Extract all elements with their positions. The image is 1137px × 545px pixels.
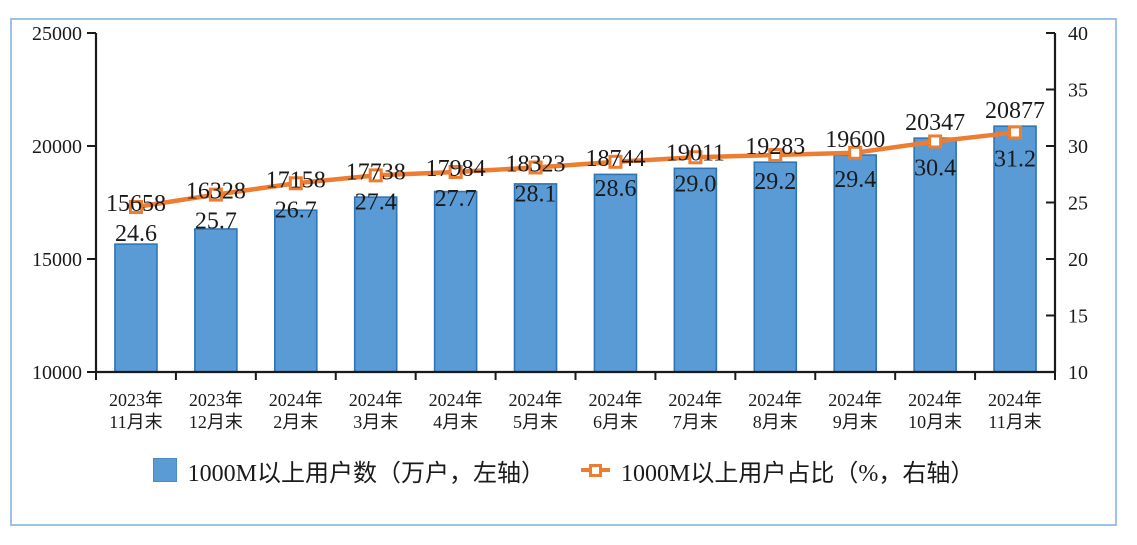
line-pct-label: 28.1 (515, 181, 557, 207)
line-marker (128, 200, 143, 215)
bar-value-label: 17158 (266, 167, 326, 193)
line-pct-label: 31.2 (994, 146, 1036, 172)
line-pct-label: 29.0 (674, 171, 716, 197)
right-axis-tick-label: 20 (1068, 249, 1088, 271)
x-axis-label-line1: 2024年 (269, 390, 323, 410)
line-pct-label: 26.7 (275, 197, 317, 223)
right-axis-tick-label: 40 (1068, 23, 1088, 45)
x-axis-label-line2: 11月末 (109, 412, 162, 432)
line-pct-label: 29.2 (754, 169, 796, 195)
bar-value-label: 15658 (106, 191, 166, 217)
bar (114, 243, 158, 373)
line-pct-label: 30.4 (914, 155, 956, 181)
right-axis-tick-label: 10 (1068, 362, 1088, 384)
left-axis-tick-label: 20000 (32, 136, 82, 158)
right-axis-tick-label: 15 (1068, 306, 1088, 328)
line-marker (448, 164, 463, 179)
line-marker (528, 160, 543, 175)
line-marker (1008, 125, 1023, 140)
bar-value-label: 18744 (585, 146, 645, 172)
legend-item-line-series: 1000M以上用户占比（%，右轴） (581, 453, 974, 488)
bar-value-label: 18323 (506, 151, 566, 177)
line-pct-label: 24.6 (115, 221, 157, 247)
line-marker (288, 176, 303, 191)
bar-value-label: 17984 (426, 156, 486, 182)
x-axis-label-line2: 7月末 (673, 412, 718, 432)
line-pct-label: 27.7 (435, 186, 477, 212)
bar (273, 209, 318, 373)
line-series-path (133, 130, 1018, 210)
bar (593, 173, 638, 373)
x-axis-label-line1: 2024年 (429, 390, 483, 410)
x-axis-label-line2: 6月末 (593, 412, 638, 432)
left-axis-tick-label: 10000 (32, 362, 82, 384)
line-series-swatch-icon (581, 463, 610, 477)
line-marker (208, 187, 223, 202)
x-axis-label-line1: 2023年 (189, 390, 243, 410)
line-pct-label: 27.4 (355, 189, 397, 215)
line-marker (848, 145, 863, 160)
right-axis-tick-label: 35 (1068, 80, 1088, 102)
line-marker (608, 154, 623, 169)
x-axis-label-line2: 11月末 (988, 412, 1041, 432)
bar-series-swatch-icon (152, 458, 177, 482)
bar-value-label: 19011 (666, 140, 725, 166)
bar-value-label: 16328 (186, 179, 246, 205)
bar (513, 183, 558, 373)
bar-value-label: 20347 (905, 110, 965, 136)
x-axis-label-line2: 9月末 (833, 412, 878, 432)
right-axis-tick-label: 25 (1068, 193, 1088, 215)
x-axis-label-line2: 3月末 (353, 412, 398, 432)
left-axis-tick-label: 25000 (32, 23, 82, 45)
x-axis-label-line1: 2024年 (988, 390, 1042, 410)
x-axis-label-line2: 8月末 (753, 412, 798, 432)
x-axis-label-line1: 2024年 (668, 390, 722, 410)
bar-value-label: 17738 (346, 159, 406, 185)
bar (753, 161, 798, 373)
chart-legend: 1000M以上用户数（万户，左轴） 1000M以上用户占比（%，右轴） (12, 446, 1115, 494)
legend-label-bar-series: 1000M以上用户数（万户，左轴） (187, 460, 545, 487)
right-axis-tick-label: 30 (1068, 136, 1088, 158)
line-pct-label: 29.4 (834, 167, 876, 193)
bar (194, 228, 238, 373)
legend-item-bar-series: 1000M以上用户数（万户，左轴） (152, 453, 545, 488)
x-axis-label-line1: 2024年 (908, 390, 962, 410)
bar (913, 137, 957, 373)
left-axis-tick-label: 15000 (32, 249, 82, 271)
x-axis-label-line1: 2024年 (509, 390, 563, 410)
x-axis-label-line1: 2023年 (109, 390, 163, 410)
bar (433, 190, 478, 373)
line-marker (928, 134, 943, 149)
bar-value-label: 19600 (825, 127, 885, 153)
bar (353, 196, 398, 373)
line-marker (368, 168, 383, 183)
x-axis-label-line1: 2024年 (349, 390, 403, 410)
x-axis-label-line2: 5月末 (513, 412, 558, 432)
line-pct-label: 28.6 (594, 176, 636, 202)
legend-label-line-series: 1000M以上用户占比（%，右轴） (621, 460, 975, 487)
x-axis-label-line1: 2024年 (828, 390, 882, 410)
x-axis-label-line2: 12月末 (189, 412, 243, 432)
line-marker (688, 150, 703, 165)
bar-value-label: 20877 (985, 98, 1045, 124)
bar (673, 167, 718, 373)
x-axis-label-line2: 10月末 (908, 412, 962, 432)
line-marker (768, 148, 783, 163)
line-pct-label: 25.7 (195, 209, 237, 235)
bar-value-label: 19283 (745, 134, 805, 160)
x-axis-label-line2: 4月末 (433, 412, 478, 432)
x-axis-label-line1: 2024年 (588, 390, 642, 410)
bar (833, 154, 878, 373)
x-axis-label-line2: 2月末 (273, 412, 318, 432)
x-axis-label-line1: 2024年 (748, 390, 802, 410)
